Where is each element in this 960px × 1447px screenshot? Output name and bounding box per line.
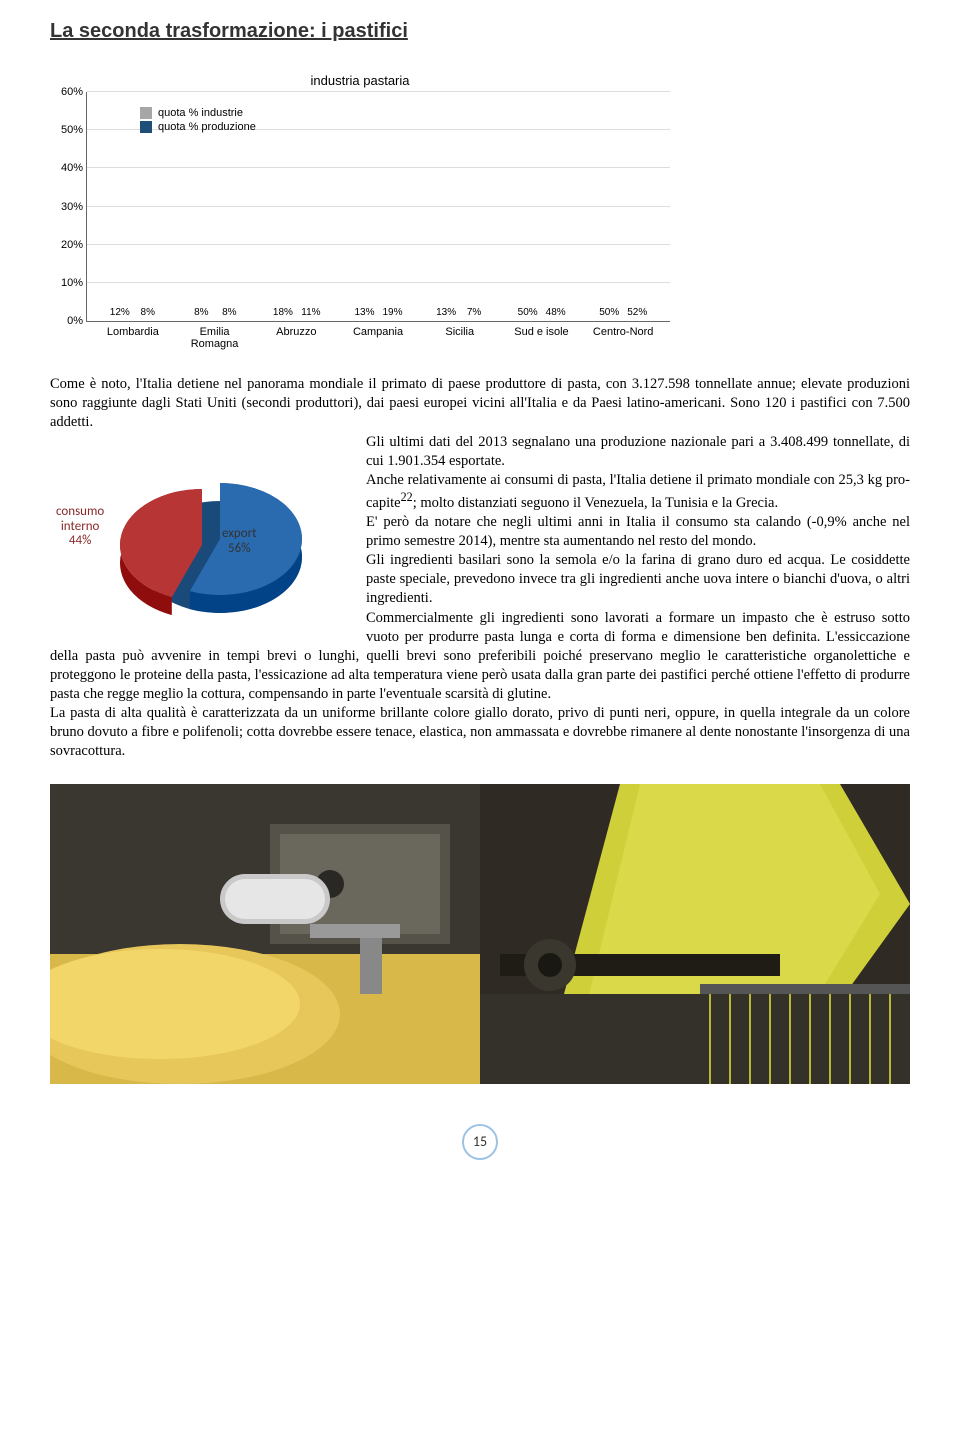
pie-chart-export-consumo: export 56% consumointerno44% [50,439,350,639]
bar-chart-legend: quota % industrie quota % produzione [140,107,256,135]
page-number: 15 [462,1124,498,1160]
photo-pasta-extruder [50,784,480,1084]
pie-label-consumo: consumointerno44% [56,505,104,550]
legend-swatch-icon [140,121,152,133]
body-text: Come è noto, l'Italia detiene nel panora… [50,375,910,761]
page-title: La seconda trasformazione: i pastifici [50,20,910,43]
photo-row [50,784,910,1084]
pie-label-export: export 56% [222,527,256,557]
x-label: Lombardia [92,322,174,350]
y-tick: 30% [51,201,83,213]
legend-label: quota % produzione [158,121,256,133]
legend-label: quota % industrie [158,107,243,119]
x-label: Sicilia [419,322,501,350]
legend-item: quota % industrie [140,107,256,119]
bar-chart-title: industria pastaria [50,73,670,88]
paragraph: La pasta di alta qualità è caratterizzat… [50,704,910,761]
bar-chart-industria-pastaria: industria pastaria 0%10%20%30%40%50%60%1… [50,73,670,350]
y-tick: 20% [51,239,83,251]
y-tick: 40% [51,162,83,174]
y-tick: 60% [51,86,83,98]
y-tick: 10% [51,277,83,289]
legend-item: quota % produzione [140,121,256,133]
footnote-ref: 22 [401,490,413,504]
bar-chart-x-axis: LombardiaEmiliaRomagnaAbruzzoCampaniaSic… [86,322,670,350]
paragraph: Come è noto, l'Italia detiene nel panora… [50,375,910,432]
x-label: Campania [337,322,419,350]
photo-pasta-sheeter [480,784,910,1084]
y-tick: 0% [51,315,83,327]
y-tick: 50% [51,124,83,136]
x-label: Abruzzo [255,322,337,350]
legend-swatch-icon [140,107,152,119]
x-label: Sud e isole [501,322,583,350]
x-label: Centro-Nord [582,322,664,350]
x-label: EmiliaRomagna [174,322,256,350]
